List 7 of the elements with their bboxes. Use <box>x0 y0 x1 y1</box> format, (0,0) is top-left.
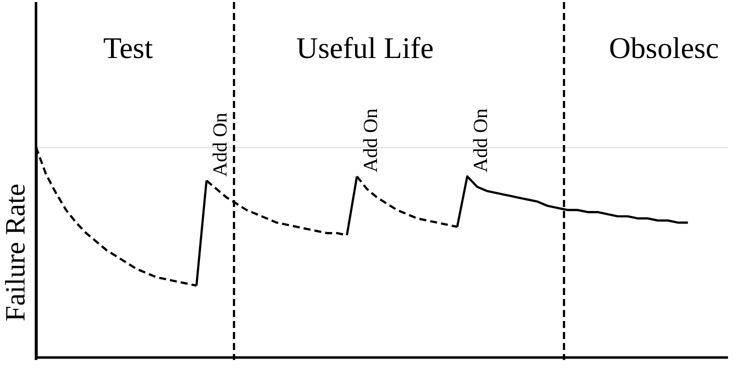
annotation: Add On <box>209 112 232 177</box>
text: Obsolesc <box>609 32 719 65</box>
annotation: Add On <box>360 108 382 172</box>
annotation: Add On <box>470 108 492 172</box>
text: Test <box>103 32 154 65</box>
text: Useful Life <box>296 32 434 65</box>
y-axis-title: Failure Rate <box>0 184 32 322</box>
